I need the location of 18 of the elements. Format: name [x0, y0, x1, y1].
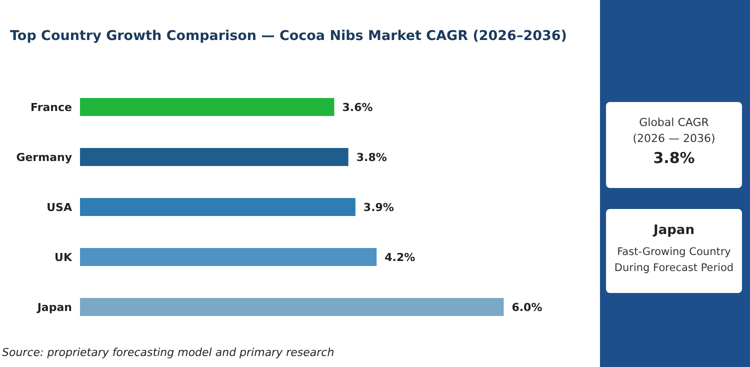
- bar: [80, 298, 504, 316]
- data-label: 3.6%: [342, 101, 373, 114]
- data-label: 6.0%: [512, 301, 542, 314]
- y-tick-label: France: [30, 100, 72, 114]
- data-label: 3.8%: [356, 151, 387, 164]
- y-tick-label: Germany: [16, 150, 72, 164]
- bar: [80, 198, 356, 216]
- data-label: 4.2%: [384, 251, 416, 264]
- bar: [80, 148, 348, 166]
- y-tick-label: Japan: [36, 300, 72, 314]
- source-note: Source: proprietary forecasting model and primary research: [2, 346, 334, 359]
- chart-title: Top Country Growth Comparison — Cocoa Nibs Market CAGR (2026–2036): [10, 28, 567, 44]
- bar: [80, 98, 334, 116]
- y-tick-label: USA: [46, 200, 72, 214]
- data-label: 3.9%: [363, 201, 394, 214]
- bar: [80, 248, 377, 266]
- side-panel: Global CAGR (2026 — 2036) 3.8% Japan Fast-Growing Country During Forecast Period: [600, 0, 750, 367]
- y-tick-label: UK: [54, 250, 72, 264]
